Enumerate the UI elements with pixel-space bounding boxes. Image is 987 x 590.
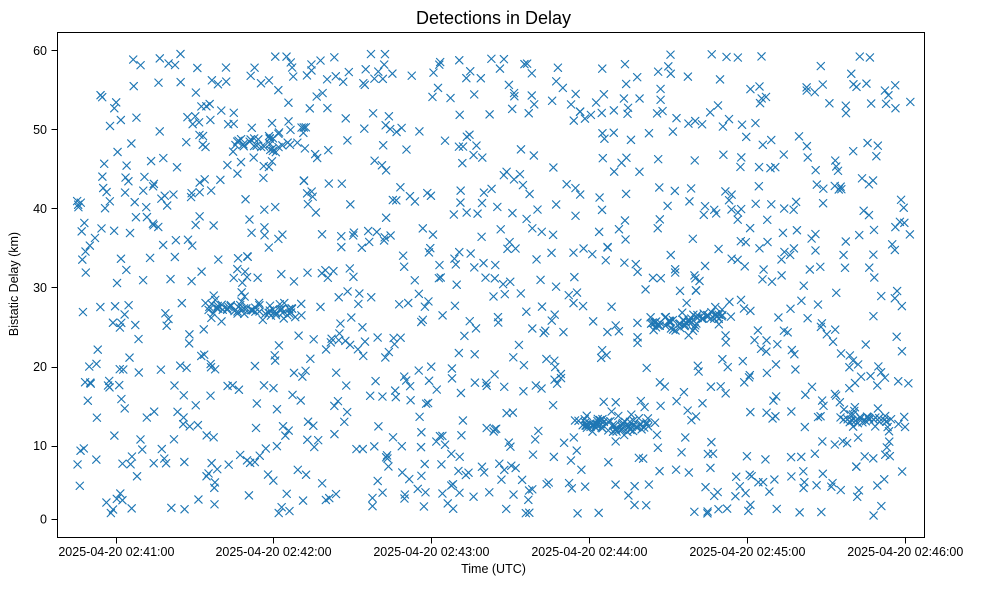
svg-text:40: 40 <box>33 202 47 216</box>
svg-text:2025-04-20 02:44:00: 2025-04-20 02:44:00 <box>531 545 647 559</box>
svg-text:20: 20 <box>33 360 47 374</box>
svg-text:60: 60 <box>33 44 47 58</box>
svg-text:30: 30 <box>33 281 47 295</box>
svg-text:2025-04-20 02:46:00: 2025-04-20 02:46:00 <box>847 545 963 559</box>
svg-text:0: 0 <box>40 512 47 526</box>
svg-text:50: 50 <box>33 123 47 137</box>
svg-text:10: 10 <box>33 439 47 453</box>
svg-text:2025-04-20 02:45:00: 2025-04-20 02:45:00 <box>689 545 805 559</box>
svg-text:2025-04-20 02:43:00: 2025-04-20 02:43:00 <box>373 545 489 559</box>
svg-text:2025-04-20 02:41:00: 2025-04-20 02:41:00 <box>58 545 174 559</box>
svg-text:2025-04-20 02:42:00: 2025-04-20 02:42:00 <box>215 545 331 559</box>
